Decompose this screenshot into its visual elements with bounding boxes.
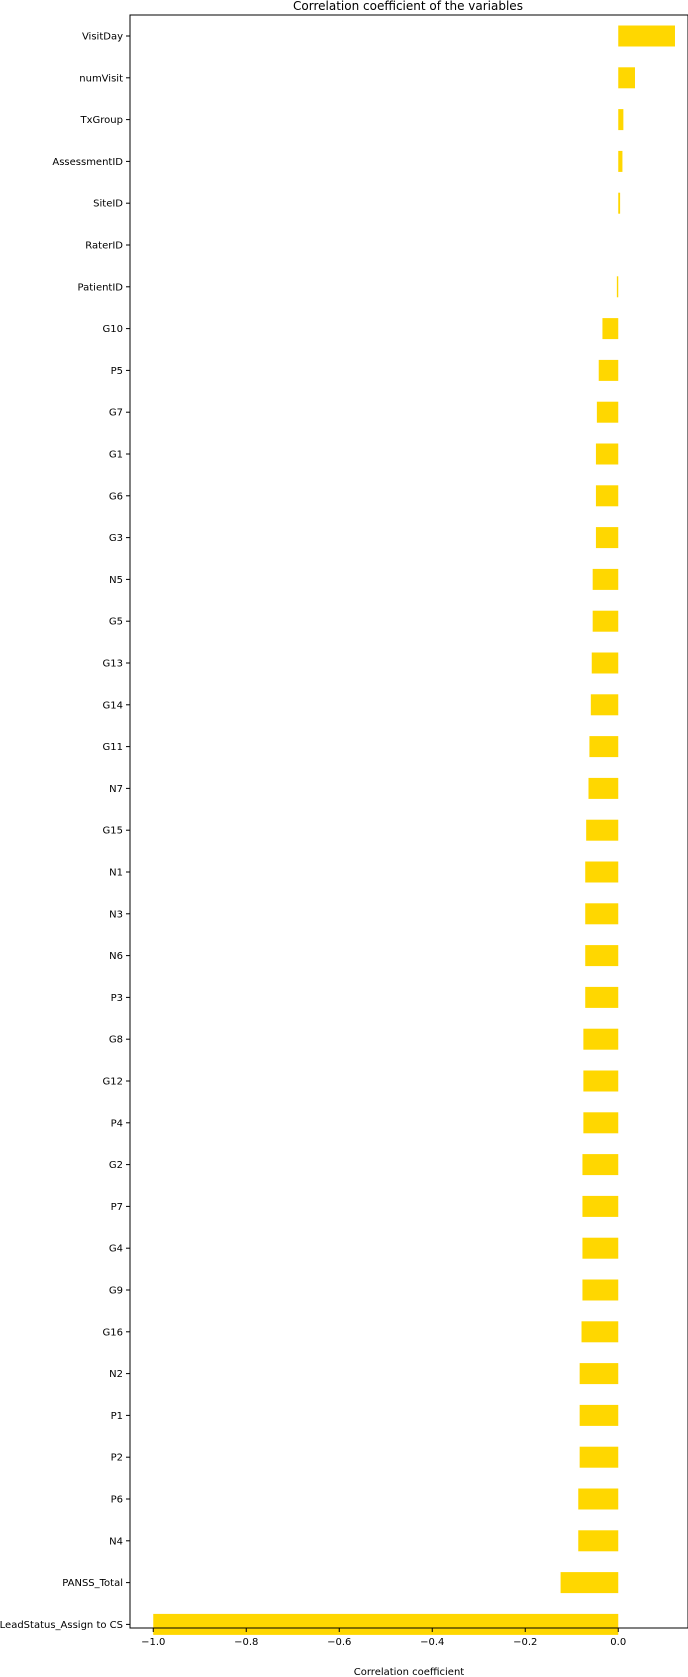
y-tick-label: N6 [109, 951, 123, 962]
y-tick-label: P5 [111, 366, 123, 377]
bar [618, 192, 621, 214]
y-tick-label: G3 [109, 533, 123, 544]
bar [588, 777, 619, 799]
y-tick-label: G8 [109, 1035, 123, 1046]
y-tick-label: N1 [109, 868, 123, 879]
y-tick-label: P4 [111, 1118, 123, 1129]
bar [560, 1572, 619, 1594]
bar [579, 1446, 619, 1468]
bar [578, 1530, 619, 1552]
bar [595, 443, 619, 465]
y-tick-label: P2 [111, 1453, 123, 1464]
y-tick-label: VisitDay [82, 32, 123, 43]
bar [618, 25, 675, 47]
bar [586, 819, 619, 841]
bar [618, 150, 623, 172]
bar [583, 1112, 619, 1134]
bar [583, 1028, 619, 1050]
y-tick-label: numVisit [79, 73, 123, 84]
bar [618, 67, 635, 89]
bar [591, 652, 619, 674]
y-tick-label: G16 [103, 1327, 123, 1338]
bar [585, 986, 619, 1008]
x-tick-label: −1.0 [141, 1637, 165, 1648]
x-axis: −1.0 −0.8 −0.6 −0.4 −0.2 0.0 [141, 1628, 626, 1648]
bar [583, 1070, 619, 1092]
y-axis: VisitDay numVisit TxGroup AssessmentID SiteI… [0, 32, 130, 1631]
bar [618, 109, 624, 131]
y-tick-label: P3 [111, 993, 123, 1004]
bar [582, 1195, 619, 1217]
plot-frame [129, 14, 688, 1629]
bar [602, 318, 619, 340]
bar [598, 359, 619, 381]
y-tick-label: N4 [109, 1536, 123, 1547]
y-tick-label: N7 [109, 784, 123, 795]
bar [582, 1279, 619, 1301]
y-tick-label: RaterID [85, 241, 123, 252]
x-tick-label: −0.8 [234, 1637, 258, 1648]
bar [585, 945, 619, 967]
bar [579, 1363, 619, 1385]
chart-title: Correlation coefficient of the variables [293, 0, 523, 13]
y-tick-label: G11 [103, 742, 123, 753]
y-tick-label: G2 [109, 1160, 123, 1171]
bar [585, 903, 619, 925]
x-tick-label: −0.6 [327, 1637, 351, 1648]
bar [592, 568, 619, 590]
y-tick-label: G13 [103, 659, 123, 670]
bar [581, 1321, 619, 1343]
bar [589, 736, 619, 758]
bars-layer [153, 25, 675, 1635]
bar [592, 610, 619, 632]
y-tick-label: AssessmentID [52, 157, 123, 168]
x-tick-label: −0.2 [513, 1637, 537, 1648]
y-tick-label: P1 [111, 1411, 123, 1422]
y-tick-label: G1 [109, 450, 123, 461]
y-tick-label: G7 [109, 408, 123, 419]
bar [153, 1613, 619, 1635]
x-tick-label: −0.4 [420, 1637, 444, 1648]
y-tick-label: G15 [103, 826, 123, 837]
y-tick-label: N3 [109, 909, 123, 920]
x-tick-label: 0.0 [610, 1637, 626, 1648]
bar [582, 1154, 619, 1176]
y-tick-label: G9 [109, 1286, 123, 1297]
y-tick-label: G14 [103, 700, 123, 711]
y-tick-label: LeadStatus_Assign to CS [0, 1620, 123, 1631]
bar [582, 1237, 619, 1259]
bar [578, 1488, 619, 1510]
bar [595, 527, 619, 549]
y-tick-label: TxGroup [80, 115, 123, 126]
y-tick-label: SiteID [93, 199, 123, 210]
y-tick-label: G6 [109, 491, 123, 502]
bar [595, 485, 619, 507]
y-tick-label: P7 [111, 1202, 123, 1213]
bar [585, 861, 619, 883]
y-tick-label: G10 [103, 324, 123, 335]
y-tick-label: P6 [111, 1495, 123, 1506]
y-tick-label: PatientID [78, 282, 124, 293]
y-tick-label: N5 [109, 575, 123, 586]
bar [579, 1404, 619, 1426]
bar [616, 276, 619, 298]
y-tick-label: PANSS_Total [62, 1578, 123, 1589]
bar [590, 694, 619, 716]
y-tick-label: G4 [109, 1244, 123, 1255]
y-tick-label: G5 [109, 617, 123, 628]
y-tick-label: N2 [109, 1369, 123, 1380]
x-axis-label: Correlation coefficient [354, 1667, 465, 1677]
y-tick-label: G12 [103, 1077, 123, 1088]
bar [596, 401, 619, 423]
